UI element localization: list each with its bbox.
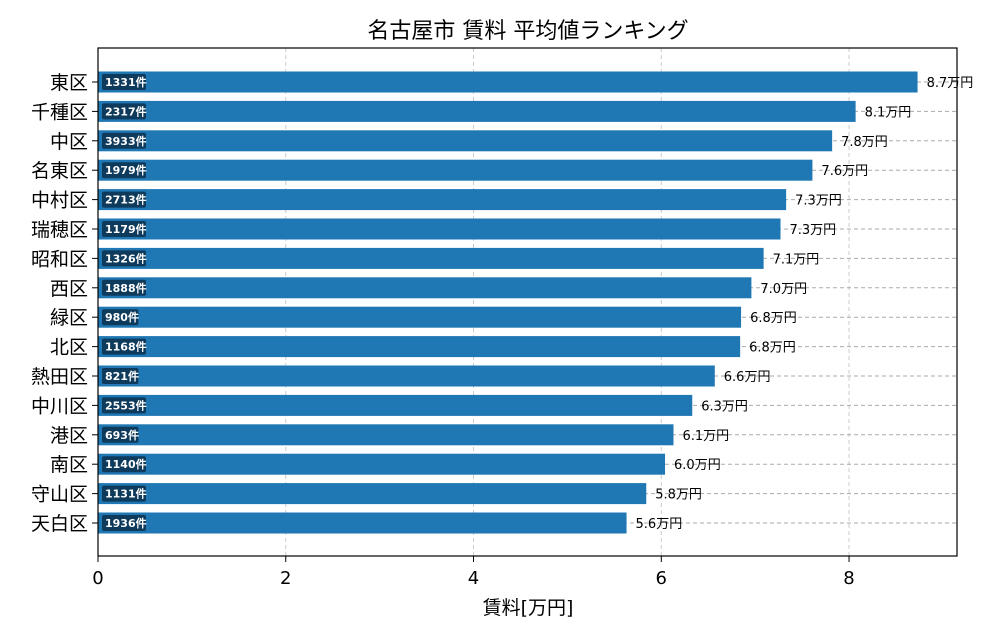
count-label: 2713件 [105,193,147,207]
category-label: 瑞穂区 [31,219,88,241]
bar [98,71,918,93]
category-label: 昭和区 [31,248,88,270]
value-label: 7.8万円 [841,135,888,150]
bar [98,424,674,446]
value-label: 6.6万円 [724,370,771,385]
category-label: 北区 [50,337,88,359]
count-label: 1936件 [105,516,147,530]
category-label: 中区 [50,131,88,153]
count-badge [102,250,146,267]
count-badge [102,221,146,237]
value-label: 7.0万円 [760,282,807,297]
category-label: 中村区 [31,190,88,212]
count-label: 1168件 [105,340,147,354]
count-badge [102,397,146,414]
category-label: 千種区 [31,101,88,123]
value-label: 7.3万円 [790,223,837,238]
count-badge [102,426,139,443]
bar [98,100,856,122]
bar [98,336,741,358]
count-label: 2317件 [105,104,147,118]
count-badge [102,103,146,120]
category-label: 西区 [50,278,88,300]
bar [98,453,666,475]
count-badge [102,368,139,384]
value-label: 7.1万円 [773,252,820,267]
category-label: 東区 [50,72,88,94]
grid-lines [97,48,957,556]
value-label: 6.3万円 [701,399,748,414]
value-label: 6.0万円 [674,458,721,473]
count-label: 1979件 [105,163,147,177]
count-badge [102,132,146,149]
count-badge [102,309,139,326]
count-label: 821件 [105,369,139,383]
count-badge [102,74,146,90]
x-tick-label: 6 [656,568,667,589]
category-label: 中川区 [31,395,88,417]
category-label: 港区 [50,425,88,447]
count-label: 1131件 [105,487,147,501]
category-label: 緑区 [50,307,88,329]
value-label: 5.8万円 [655,488,702,503]
category-label: 天白区 [31,513,88,535]
value-label: 5.6万円 [636,517,683,532]
count-label: 693件 [105,428,139,442]
count-badge [102,191,146,208]
category-label: 熱田区 [31,366,88,388]
bar [98,247,764,269]
x-axis: 0 2 4 6 8 [92,556,855,589]
count-label: 1140件 [105,457,147,471]
category-label: 名東区 [31,160,88,182]
count-label: 2553件 [105,398,147,412]
bars: 8.7万円 1331件 8.1万円 2317件 7.8万円 3933件 7.6万円 1979件… [98,71,974,534]
value-label: 6.8万円 [749,341,796,356]
chart-title: 名古屋市 賃料 平均値ランキング [367,19,688,44]
x-tick-label: 4 [468,568,479,589]
plot-frame [97,47,958,557]
bar [98,306,742,328]
bar [98,159,813,181]
x-axis-label: 賃料[万円] [483,597,574,619]
count-badge [102,162,146,179]
bar [98,218,781,240]
value-label: 8.7万円 [927,76,974,91]
category-label: 南区 [50,454,88,476]
category-label: 守山区 [31,484,88,506]
value-label: 6.8万円 [750,311,797,326]
category-axis: 東区千種区中区名東区中村区瑞穂区昭和区西区緑区北区熱田区中川区港区南区守山区天白… [31,72,98,535]
value-label: 6.1万円 [682,429,729,444]
bar [98,483,647,505]
count-label: 1179件 [105,222,147,236]
bar [98,394,693,416]
count-label: 1326件 [105,251,147,265]
x-tick-label: 0 [92,568,103,589]
count-label: 3933件 [105,134,147,148]
bar [98,512,627,534]
bar [98,130,833,152]
count-badge [102,456,146,473]
count-label: 1331件 [105,75,147,89]
value-label: 7.6万円 [821,164,868,179]
value-label: 8.1万円 [865,105,912,120]
bar [98,277,752,299]
count-badge [102,279,146,296]
count-badge [102,515,146,531]
x-tick-label: 2 [280,568,291,589]
count-badge [102,338,146,355]
bar [98,365,715,387]
count-label: 980件 [105,310,139,324]
bar [98,189,787,211]
value-label: 7.3万円 [795,194,842,209]
x-tick-label: 8 [843,568,854,589]
count-badge [102,485,146,502]
count-label: 1888件 [105,281,147,295]
